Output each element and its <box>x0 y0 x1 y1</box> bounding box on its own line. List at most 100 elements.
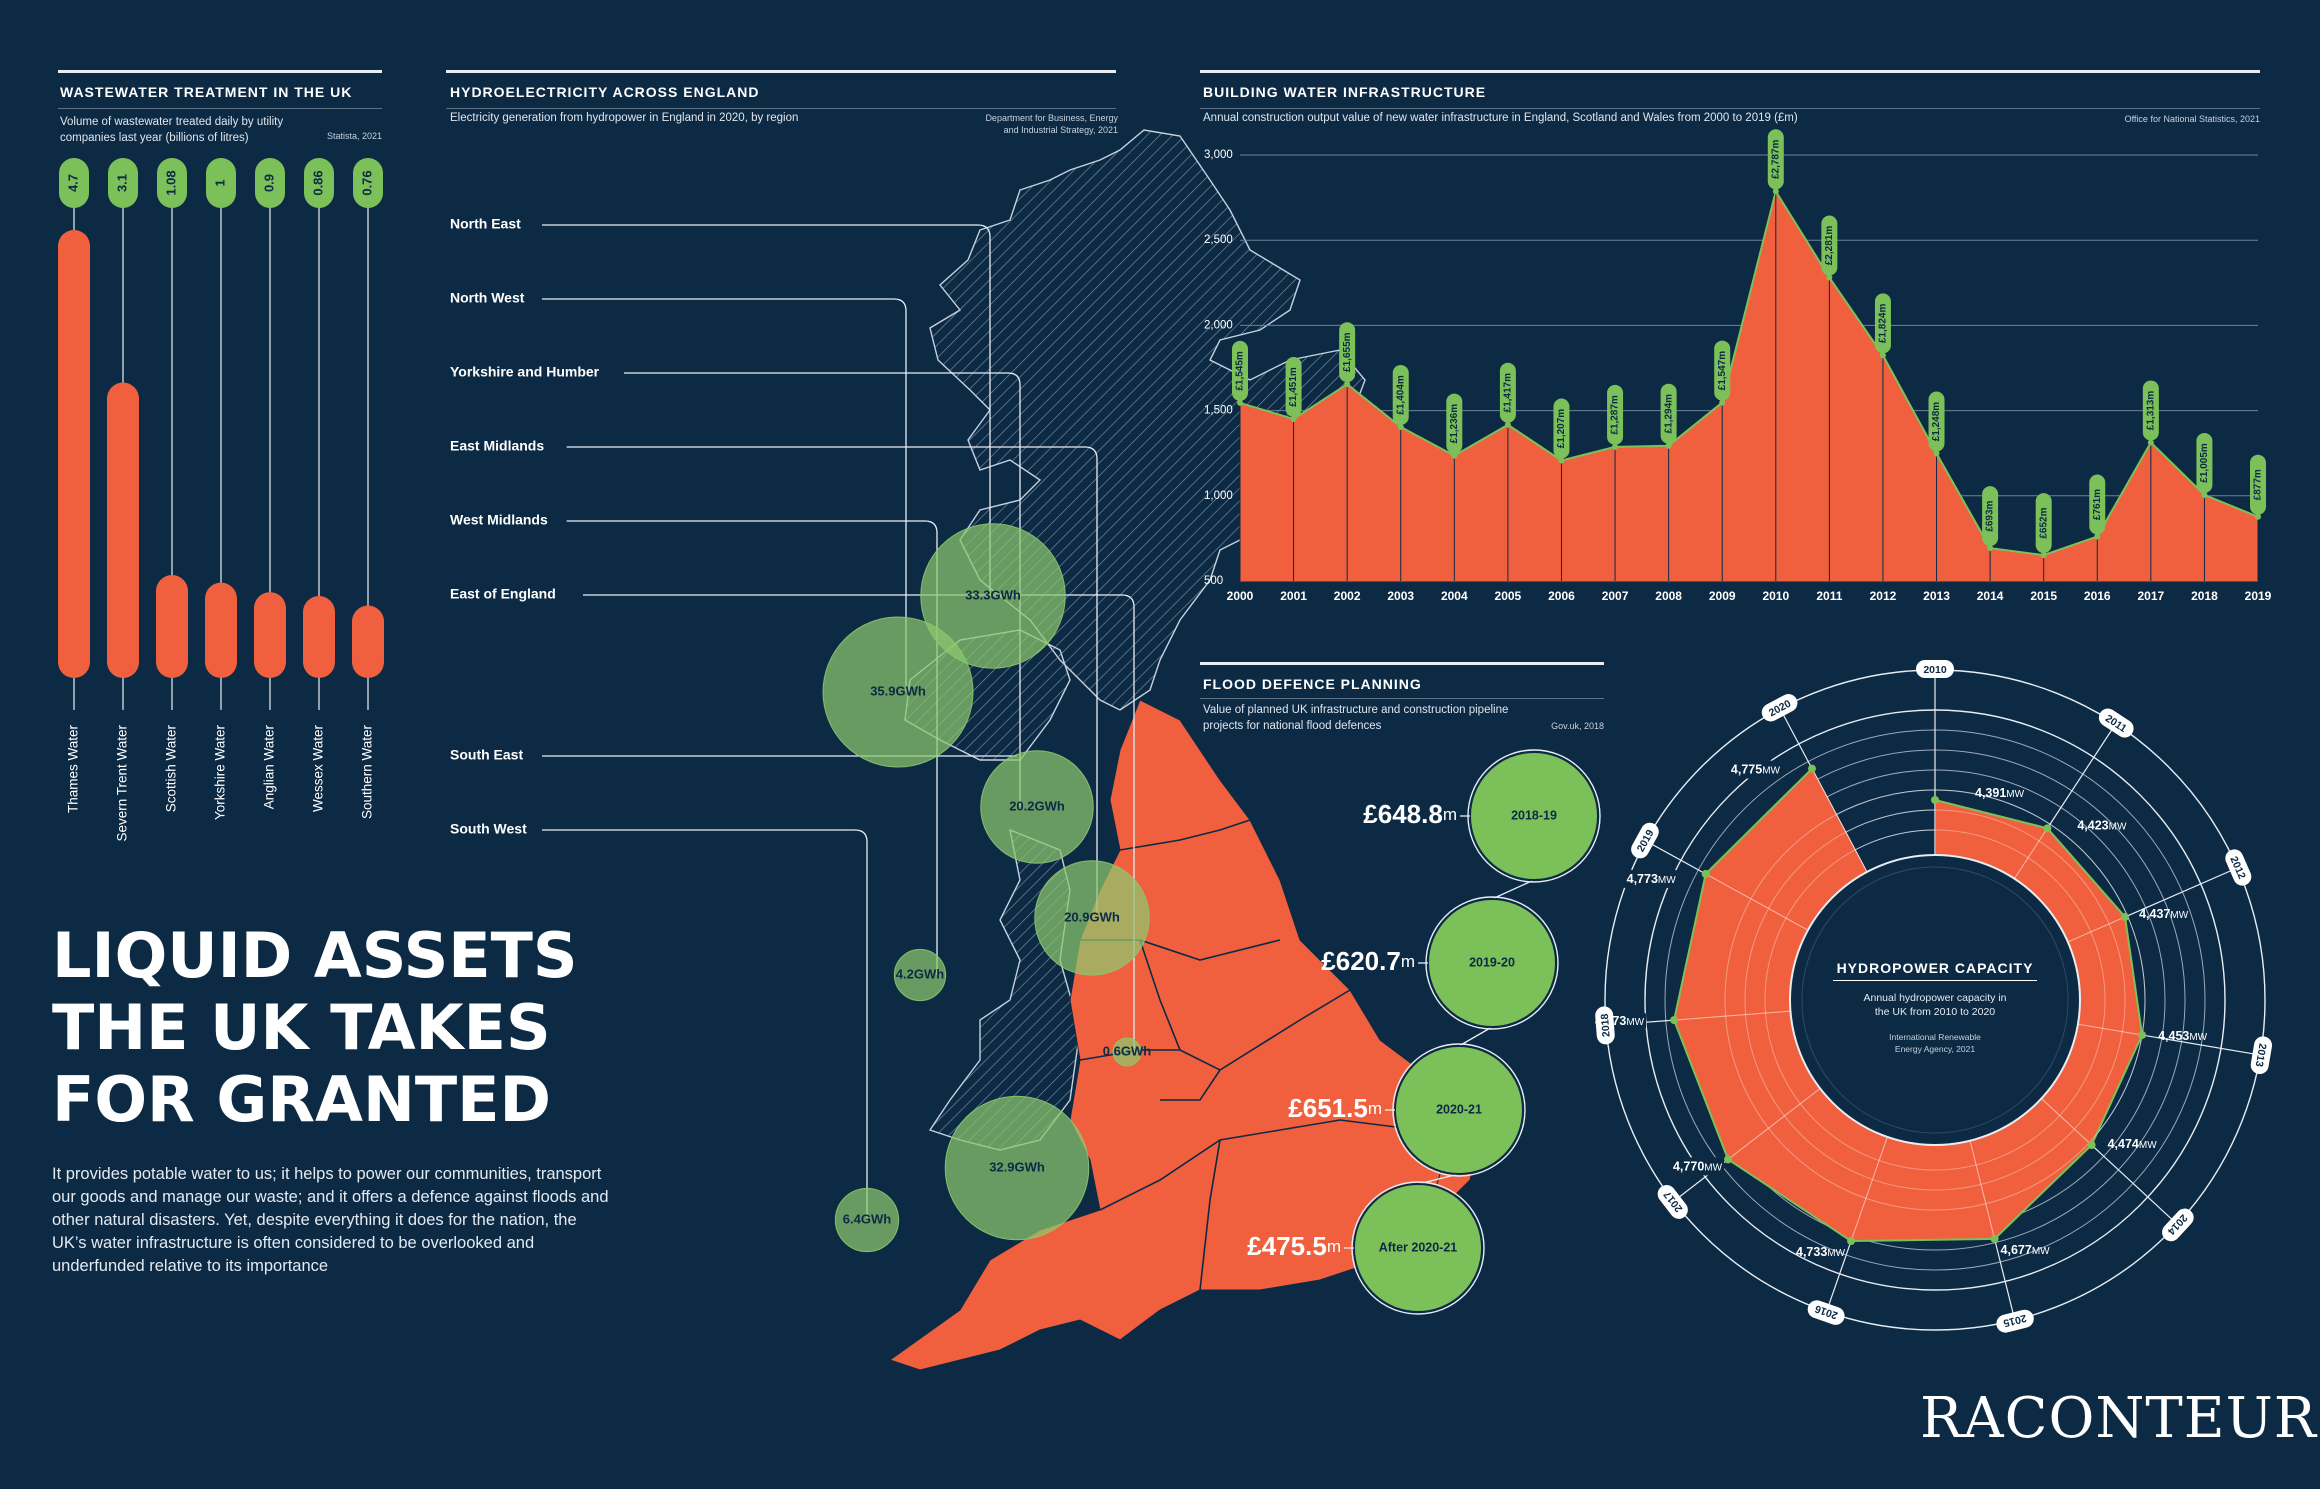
area-value-pill <box>1607 384 1624 445</box>
area-ytick-label: 500 <box>1204 575 1223 587</box>
wastewater-value-pill <box>304 158 334 208</box>
area-xtick-label: 2003 <box>1387 589 1414 603</box>
map-bubble-label: 33.3GWh <box>965 587 1021 602</box>
radial-value-unit: MW <box>1827 1248 1845 1259</box>
map-leader-line <box>566 520 938 975</box>
building-rule <box>1200 70 2260 73</box>
map-bubble <box>920 523 1066 669</box>
radial-value-number: 4,391 <box>1975 786 2006 800</box>
area-ytick-label: 1,000 <box>1204 490 1233 502</box>
radial-year-tag: 2018 <box>1595 1006 1615 1045</box>
map-region-label: East Midlands <box>450 438 544 454</box>
radial-year-pill <box>1761 694 1798 722</box>
radial-year-pill <box>1807 1300 1845 1325</box>
area-value-label: £1,545m <box>1235 351 1246 391</box>
capacity-center-text: HYDROPOWER CAPACITY Annual hydropower ca… <box>1815 960 2055 1055</box>
radial-value-unit: MW <box>1762 765 1780 776</box>
radial-value-label: 4,474MW <box>2108 1137 2158 1151</box>
map-bubble <box>1034 860 1150 976</box>
flood-subtitle: Value of planned UK infrastructure and c… <box>1203 704 1509 732</box>
radial-year-tag: 2015 <box>1996 1309 2034 1333</box>
flood-sub-rule <box>1200 698 1604 699</box>
area-xtick-label: 2016 <box>2084 589 2111 603</box>
map-region-label: East of England <box>450 586 556 602</box>
radial-value-number: 4,453 <box>2158 1029 2189 1043</box>
area-xtick-label: 2014 <box>1977 589 2004 603</box>
wastewater-sub-rule <box>58 108 382 109</box>
map-region-label: North East <box>450 216 521 232</box>
radial-value-label: 4,775MW <box>1731 763 1781 777</box>
area-xtick-label: 2006 <box>1548 589 1575 603</box>
radial-point <box>1990 1234 1999 1243</box>
radial-value-unit: MW <box>2032 1246 2050 1257</box>
intro-text: It provides potable water to us; it help… <box>52 1165 609 1275</box>
wastewater-category-label: Thames Water <box>66 725 81 814</box>
area-value-pill <box>1285 356 1302 417</box>
radial-year-label: 2013 <box>2253 1043 2269 1068</box>
area-value-pill <box>1821 215 1838 276</box>
area-xtick-label: 2015 <box>2030 589 2057 603</box>
radial-year-pill <box>2225 849 2252 886</box>
map-bubble <box>893 948 947 1002</box>
area-xtick-label: 2004 <box>1441 589 1468 603</box>
area-xtick-label: 2007 <box>1602 589 1629 603</box>
area-xtick-label: 2012 <box>1870 589 1897 603</box>
hydro-title: HYDROELECTRICITY ACROSS ENGLAND <box>450 84 760 100</box>
wastewater-bar <box>352 605 384 678</box>
area-value-label: £1,236m <box>1449 404 1460 444</box>
wastewater-value-pill <box>59 158 89 208</box>
radial-overlay-spoke <box>1727 1088 1821 1160</box>
area-value-label: £1,655m <box>1342 332 1353 372</box>
flood-connector-line <box>1458 1026 1493 1047</box>
flood-bubble-label: After 2020-21 <box>1379 1240 1458 1254</box>
wastewater-value-label: 0.76 <box>359 170 374 195</box>
radial-year-tag: 2019 <box>1631 822 1659 859</box>
radial-value-number: 4,770 <box>1673 1160 1704 1174</box>
radial-point <box>1670 1016 1679 1025</box>
area-value-label: £693m <box>1985 500 1996 531</box>
flood-source: Gov.uk, 2018 <box>1551 721 1604 731</box>
area-value-label: £1,451m <box>1288 367 1299 407</box>
area-value-pill <box>1446 393 1463 454</box>
radial-hole <box>1789 854 2081 1146</box>
area-xtick-label: 2002 <box>1334 589 1361 603</box>
radial-year-pill <box>2162 1208 2194 1242</box>
radial-overlay-ring <box>1724 789 2146 1211</box>
map-leader-line <box>624 372 1021 807</box>
radial-label-bg <box>1658 1157 1725 1176</box>
map-bubble-label: 4.2GWh <box>896 966 944 981</box>
radial-overlay-spoke <box>1811 768 1868 873</box>
radial-value-unit: MW <box>1626 1017 1644 1028</box>
area-xtick-label: 2011 <box>1816 589 1842 603</box>
capacity-title: HYDROPOWER CAPACITY <box>1832 960 2038 981</box>
radial-label-bg <box>1611 869 1678 888</box>
area-value-label: £1,547m <box>1717 351 1728 391</box>
area-value-label: £1,417m <box>1503 373 1514 413</box>
map-bubble <box>834 1187 900 1253</box>
radial-overlay-spoke <box>2077 1023 2143 1036</box>
area-value-label: £1,207m <box>1556 409 1567 449</box>
wastewater-value-label: 3.1 <box>114 174 129 192</box>
flood-title: FLOOD DEFENCE PLANNING <box>1203 676 1422 692</box>
flood-value-label: £648.8m <box>1363 799 1457 829</box>
raconteur-logo: RACONTEUR <box>1920 1386 2317 1451</box>
hydro-rule <box>446 70 1116 73</box>
radial-value-number: 4,437 <box>2139 907 2170 921</box>
map-bubble <box>1112 1037 1142 1067</box>
radial-point <box>1701 869 1710 878</box>
radial-year-tag: 2016 <box>1807 1300 1845 1325</box>
wastewater-value-pill <box>206 158 236 208</box>
building-source: Office for National Statistics, 2021 <box>2124 114 2260 124</box>
area-xtick-label: 2010 <box>1762 589 1789 603</box>
map-bubble <box>944 1095 1090 1241</box>
area-point <box>2201 491 2208 498</box>
map-bubble <box>980 750 1094 864</box>
area-point <box>2255 513 2261 520</box>
flood-bubble-label: 2020-21 <box>1436 1102 1482 1116</box>
radial-value-label: 4,391MW <box>1975 786 2025 800</box>
radial-point <box>2087 1140 2096 1149</box>
wastewater-category-label: Scottish Water <box>164 725 179 813</box>
capacity-chart: 4,391MW4,423MW4,437MW4,453MW4,474MW4,677… <box>1580 660 2273 1333</box>
area-point <box>1665 442 1672 449</box>
wastewater-title: WASTEWATER TREATMENT IN THE UK <box>60 84 353 100</box>
